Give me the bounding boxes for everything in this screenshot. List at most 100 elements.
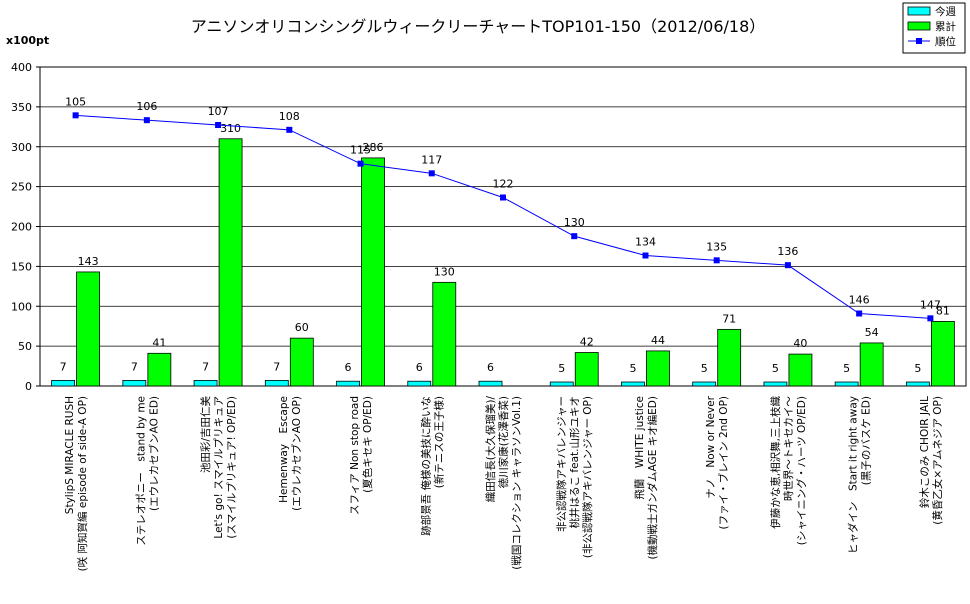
rank-value-label: 146 (849, 294, 870, 307)
category-label-line: (咲 阿知賀編 episode of side-A OP) (76, 396, 89, 571)
rank-value-label: 106 (136, 100, 157, 113)
rank-value-label: 105 (65, 95, 86, 108)
category-label: Hemenway Escape (エウレカセブンAO OP) (278, 396, 303, 511)
category-label-line: Hemenway Escape (278, 396, 290, 503)
rank-value-label: 134 (635, 236, 656, 249)
total-value-label: 60 (295, 321, 309, 334)
category-label-line: 徳川家康(花澤香菜) (497, 396, 510, 488)
category-label-line: StylipS MIRACLE RUSH (64, 396, 76, 514)
rank-point (72, 112, 79, 119)
category-label-line: (スマイルプリキュア! OP/ED) (226, 396, 238, 539)
rank-value-label: 107 (208, 105, 229, 118)
rank-point (286, 126, 293, 133)
y-axis-unit-label: x100pt (6, 34, 49, 47)
legend-swatch-rank-marker (916, 38, 922, 44)
rank-point (428, 170, 435, 177)
y-tick-label: 0 (25, 380, 32, 393)
rank-point (357, 160, 364, 167)
category-label-line: (黄昏乙女×アムネジア OP) (931, 396, 944, 525)
weekly-value-label: 5 (558, 362, 565, 375)
rank-point (856, 310, 863, 317)
total-value-label: 143 (78, 255, 99, 268)
total-value-label: 41 (152, 336, 166, 349)
y-tick-label: 300 (11, 141, 32, 154)
total-value-label: 130 (434, 265, 455, 278)
total-value-label: 40 (793, 337, 807, 350)
weekly-value-label: 7 (202, 360, 209, 373)
weekly-bar (122, 380, 147, 387)
category-label-line: (戦国コレクション キャラソンVol.1) (510, 396, 523, 570)
rank-point (215, 122, 222, 128)
y-tick-label: 50 (18, 340, 32, 353)
rank-point (143, 117, 150, 124)
bars: 7 143 7 41 7 310 7 60 6 286 6 130 6 5 42 5 44 5 71 5 40 5 54 5 8… (51, 122, 955, 387)
y-tick-label: 100 (11, 300, 32, 313)
category-label: StylipS MIRACLE RUSH (咲 阿知賀編 episode of s… (64, 396, 89, 571)
total-bar (361, 157, 385, 387)
category-label-line: 跡部景吾 俺様の美技に酔いな (419, 396, 432, 536)
total-bar (289, 337, 314, 387)
rank-point (784, 262, 791, 269)
total-value-label: 81 (936, 304, 950, 317)
total-bar (76, 271, 101, 387)
rank-point (571, 233, 578, 240)
category-label-line: ステレオポニー stand by me (135, 396, 147, 546)
total-value-label: 310 (220, 122, 241, 135)
chart-title: アニソンオリコンシングルウィークリーチャートTOP101-150（2012/06… (191, 17, 766, 36)
total-bar (930, 321, 955, 387)
rank-polyline (75, 114, 931, 319)
legend-label: 累計 (935, 20, 956, 33)
total-bar (859, 342, 884, 387)
category-label-line: (非公認戦隊アキバレンジャー OP) (581, 396, 594, 558)
y-tick-label: 400 (11, 61, 32, 74)
weekly-bar (905, 381, 930, 387)
y-tick-label: 200 (11, 221, 32, 234)
y-tick-label: 350 (11, 101, 32, 114)
category-label: 飛蘭 WHITE justice (機動戦士ガンダムAGE キオ編ED) (633, 396, 659, 560)
rank-value-label: 115 (350, 144, 371, 157)
category-label-line: (機動戦士ガンダムAGE キオ編ED) (646, 396, 659, 560)
weekly-bar (336, 380, 360, 387)
rank-value-label: 135 (706, 240, 727, 253)
category-label: スフィア Non stop road (夏色キセキ OP/ED) (349, 396, 374, 515)
category-label-line: (ファイ・ブレイン 2nd OP) (717, 396, 730, 529)
weekly-bar (549, 381, 574, 387)
total-bar (432, 281, 457, 387)
weekly-bar (692, 381, 717, 387)
category-label-line: (黒子のバスケ ED) (861, 396, 873, 485)
category-label: ナノ Now or Never (ファイ・ブレイン 2nd OP) (705, 395, 730, 529)
total-bar (646, 350, 670, 387)
weekly-value-label: 6 (487, 361, 494, 374)
total-bar (717, 328, 742, 387)
category-label-line: 伊藤かな恵,相沢舞,三上枝織 (769, 396, 782, 529)
weekly-bar (51, 380, 76, 387)
category-label-line: ナノ Now or Never (705, 395, 717, 498)
weekly-value-label: 6 (345, 361, 352, 374)
x-axis-category-labels: StylipS MIRACLE RUSH (咲 阿知賀編 episode of s… (64, 395, 944, 571)
weekly-value-label: 7 (60, 360, 67, 373)
rank-value-label: 117 (421, 153, 442, 166)
weekly-value-label: 5 (772, 362, 779, 375)
rank-point (642, 252, 649, 259)
category-label-line: スフィア Non stop road (349, 396, 361, 515)
category-label-line: 桃井はるこ feat.山形ユキオ (568, 396, 581, 528)
total-bar (574, 352, 599, 387)
legend-swatch-total (907, 21, 931, 31)
total-value-label: 42 (580, 336, 594, 349)
legend-label: 順位 (935, 35, 956, 48)
rank-value-label: 147 (920, 298, 941, 311)
category-label-line: (エウレカセブンAO OP) (290, 396, 303, 511)
weekly-bar (621, 381, 645, 387)
rank-value-label: 130 (564, 216, 585, 229)
weekly-value-label: 6 (416, 361, 423, 374)
weekly-value-label: 5 (701, 362, 708, 375)
y-axis-ticks: 0 50 100 150 200 250 300 350 400 (11, 61, 32, 393)
category-label-line: (エウレカセブンAO ED) (147, 396, 160, 511)
total-value-label: 286 (363, 141, 384, 154)
rank-value-label: 108 (279, 110, 300, 123)
category-label-line: 非公認戦隊アキバレンジャー (555, 396, 568, 532)
y-tick-label: 250 (11, 181, 32, 194)
rank-point (500, 194, 506, 201)
category-label: ヒャダイン Start it right away (黒子のバスケ ED) (847, 396, 873, 554)
